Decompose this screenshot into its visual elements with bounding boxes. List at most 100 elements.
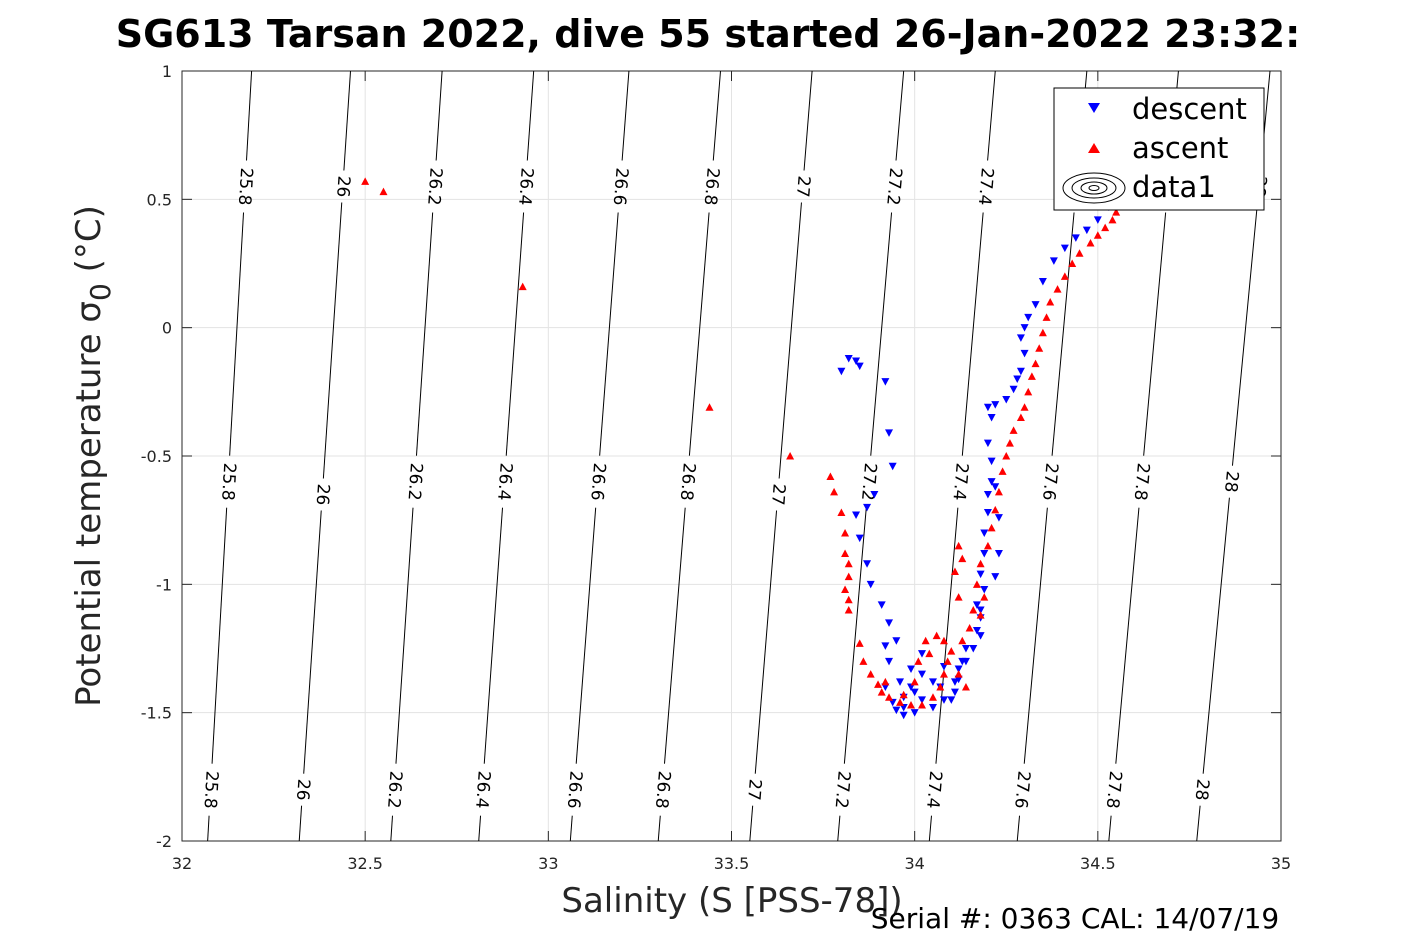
ascent-point: [899, 690, 908, 699]
contour-line: [526, 71, 535, 161]
y-tick-label: 0.5: [147, 190, 172, 209]
descent-point: [980, 585, 989, 594]
y-tick-label: -0.5: [141, 447, 172, 466]
ascent-point: [841, 529, 850, 537]
contour-line: [621, 71, 630, 161]
contour-label: 27.4: [922, 770, 945, 809]
contour-line: [749, 805, 754, 841]
contour-label: 25.8: [234, 167, 256, 206]
x-tick-label: 34.5: [1080, 854, 1116, 873]
contour-label: 26.6: [563, 770, 586, 809]
contour-line: [1143, 212, 1167, 456]
ascent-point: [1068, 259, 1077, 267]
ascent-point: [969, 606, 978, 614]
ascent-point: [826, 472, 835, 481]
ascent-point: [1046, 298, 1055, 306]
contour-label: 27.6: [1010, 770, 1033, 810]
ascent-point: [1042, 313, 1051, 321]
ascent-point: [936, 683, 945, 691]
ascent-point: [1038, 328, 1047, 337]
ascent-point: [855, 639, 864, 647]
descent-point: [917, 696, 926, 704]
ascent-point: [983, 541, 992, 550]
descent-point: [1082, 226, 1091, 235]
contour-line: [935, 507, 959, 764]
descent-point: [885, 657, 894, 666]
calibration-footer: Serial #: 0363 CAL: 14/07/19: [871, 902, 1279, 935]
descent-point: [907, 665, 916, 674]
ascent-point: [859, 657, 868, 665]
y-tick-label: 1: [162, 62, 172, 81]
descent-point: [910, 709, 919, 717]
contour-label: 26.6: [586, 462, 609, 501]
descent-point: [870, 491, 879, 499]
ascent-point: [1016, 413, 1025, 421]
contour-label: 27.2: [882, 167, 905, 206]
ascent-point: [1020, 403, 1029, 411]
ascent-point: [907, 700, 916, 709]
ascent-point: [939, 670, 948, 678]
legend: descent ascent data1: [1053, 87, 1265, 211]
descent-point: [844, 354, 853, 363]
ascent-point: [1009, 426, 1018, 434]
legend-ascent-label: ascent: [1132, 131, 1228, 165]
ascent-point: [361, 177, 370, 185]
descent-point: [1071, 234, 1080, 242]
descent-point: [837, 367, 846, 376]
descent-point: [958, 657, 967, 666]
descent-point: [852, 511, 861, 520]
contour-label: 26.6: [609, 167, 632, 206]
ascent-point: [841, 549, 850, 558]
ascent-point: [954, 593, 963, 601]
ascent-point: [705, 403, 714, 411]
descent-point: [954, 675, 963, 684]
descent-point: [1060, 244, 1069, 253]
ascent-point: [972, 580, 981, 588]
contour-line: [298, 805, 303, 841]
descent-point: [907, 683, 916, 691]
descent-point: [928, 704, 937, 712]
contour-line: [599, 212, 619, 456]
contour-label: 26.8: [700, 167, 723, 206]
ascent-point: [998, 467, 1007, 475]
contour-line: [843, 507, 867, 764]
x-tick-label: 34: [904, 854, 924, 873]
contour-label: 27.8: [1130, 462, 1153, 502]
descent-point: [969, 645, 978, 653]
ascent-point: [896, 698, 905, 706]
descent-point: [917, 650, 926, 658]
ascent-point: [844, 595, 853, 604]
contour-line: [663, 507, 686, 764]
y-axis-label-sigma: σ: [69, 301, 109, 323]
ascent-point: [947, 647, 956, 655]
contour-line: [987, 71, 996, 161]
ascent-point: [379, 187, 388, 196]
contour-line: [837, 815, 841, 841]
ascent-point: [1101, 223, 1110, 232]
contour-line: [322, 202, 343, 479]
contour-line: [754, 510, 778, 774]
y-axis-ticks: -2 -1.5 -1 -0.5 0 0.5 1: [141, 62, 1281, 851]
descent-point: [892, 637, 901, 645]
ascent-point: [841, 585, 850, 593]
contour-line: [1115, 507, 1140, 764]
data-series: [361, 177, 1121, 720]
legend-data1-label: data1: [1132, 170, 1216, 204]
contour-line: [575, 507, 597, 764]
contour-line: [1016, 815, 1021, 841]
descent-point: [994, 550, 1003, 558]
contour-line: [712, 71, 722, 161]
ascent-point: [1053, 285, 1062, 293]
contour-label: 27.4: [949, 462, 972, 501]
descent-point: [1013, 375, 1022, 383]
contour-line: [870, 212, 893, 456]
ascent-point: [939, 636, 948, 645]
descent-point: [983, 403, 992, 412]
contour-line: [245, 71, 253, 161]
x-axis-ticks: 32 32.5 33 33.5 34 34.5 35: [172, 71, 1291, 873]
descent-point: [961, 645, 970, 653]
ascent-point: [980, 593, 989, 601]
contour-line: [343, 71, 352, 171]
contour-line: [1231, 202, 1258, 466]
